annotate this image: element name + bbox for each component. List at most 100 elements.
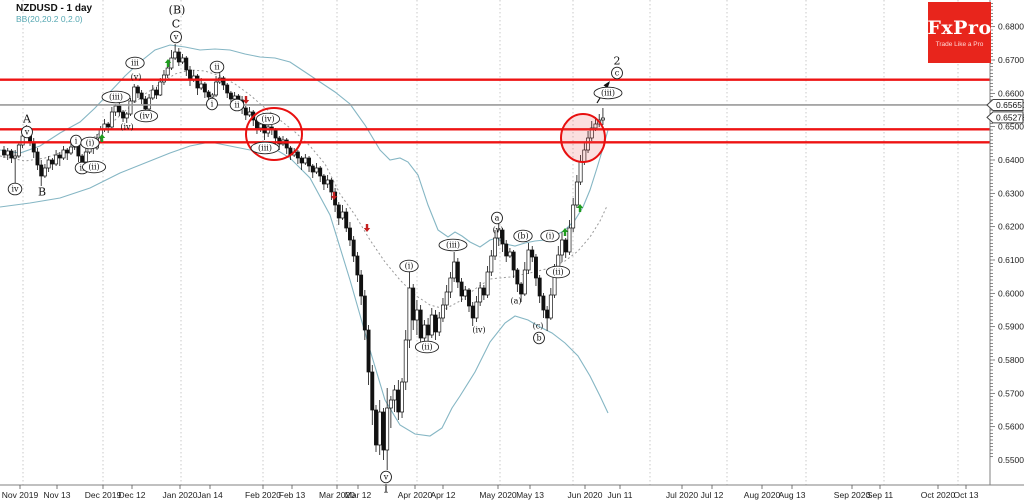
svg-text:c: c bbox=[615, 69, 620, 78]
wave-label: v bbox=[170, 30, 182, 44]
date-tick-label: May 13 bbox=[516, 490, 544, 500]
svg-text:(B): (B) bbox=[169, 4, 186, 17]
fxpro-logo: FxPro Trade Like a Pro bbox=[927, 2, 991, 63]
svg-text:v: v bbox=[383, 473, 389, 482]
wave-label: iii bbox=[125, 56, 145, 70]
wave-label: (iv) bbox=[255, 112, 281, 126]
wave-label: (iv) bbox=[472, 326, 485, 335]
wave-label: ii bbox=[209, 60, 225, 74]
wave-label: i bbox=[70, 134, 82, 148]
svg-text:a: a bbox=[495, 214, 500, 223]
date-tick-label: Oct 13 bbox=[953, 490, 978, 500]
date-tick-label: Mar 12 bbox=[345, 490, 372, 500]
date-tick-label: Sep 11 bbox=[867, 490, 894, 500]
svg-text:1: 1 bbox=[383, 483, 390, 496]
svg-text:i: i bbox=[211, 100, 214, 109]
svg-text:ii: ii bbox=[234, 101, 240, 110]
date-tick-label: Jul 12 bbox=[701, 490, 724, 500]
svg-text:2: 2 bbox=[614, 55, 621, 68]
date-tick-label: Nov 13 bbox=[44, 490, 71, 500]
wave-label: (iii) bbox=[250, 141, 280, 155]
svg-text:(ii): (ii) bbox=[552, 268, 563, 277]
wave-label: A bbox=[22, 113, 32, 126]
svg-text:(b): (b) bbox=[517, 232, 528, 241]
signal-arrows bbox=[98, 59, 610, 236]
buy-arrow-icon bbox=[576, 204, 584, 212]
date-tick-label: Jul 2020 bbox=[666, 490, 698, 500]
candles-layer bbox=[2, 44, 605, 470]
date-tick-label: Oct 2020 bbox=[921, 490, 956, 500]
buy-arrow-icon bbox=[98, 134, 106, 142]
svg-text:(iv): (iv) bbox=[261, 115, 274, 124]
svg-text:A: A bbox=[22, 113, 32, 126]
svg-text:(iv): (iv) bbox=[120, 123, 133, 132]
svg-text:(i): (i) bbox=[546, 232, 555, 241]
buy-arrow-icon bbox=[561, 228, 569, 236]
wave-label: ii bbox=[229, 98, 245, 112]
wave-label: (iii) bbox=[101, 90, 131, 104]
wave-label: (iii) bbox=[593, 86, 623, 100]
red-highlight-ellipse bbox=[245, 107, 303, 161]
date-tick-label: Jan 14 bbox=[197, 490, 223, 500]
wave-label: a bbox=[491, 211, 503, 225]
wave-label: v bbox=[380, 470, 392, 484]
date-tick-label: Jan 2020 bbox=[163, 490, 198, 500]
red-highlight-ellipse bbox=[560, 113, 606, 163]
svg-text:(i): (i) bbox=[405, 262, 414, 271]
svg-text:(iii): (iii) bbox=[446, 241, 460, 250]
svg-text:(ii): (ii) bbox=[421, 343, 432, 352]
wave-label: (c) bbox=[533, 322, 544, 331]
price-tag-box bbox=[986, 111, 1024, 124]
svg-text:(v): (v) bbox=[131, 73, 142, 82]
date-tick-label: Aug 2020 bbox=[744, 490, 781, 500]
sell-arrow-icon bbox=[242, 96, 250, 104]
wave-label: (iii) bbox=[438, 238, 468, 252]
wave-label: (i) bbox=[80, 136, 100, 150]
svg-text:(iv): (iv) bbox=[139, 112, 152, 121]
bb-upper-band bbox=[0, 44, 609, 248]
svg-text:(c): (c) bbox=[533, 322, 544, 331]
wave-label: (b) bbox=[513, 229, 533, 243]
price-tag-label: 0.65278 bbox=[996, 112, 1024, 122]
buy-arrow-icon bbox=[164, 59, 172, 67]
level-lines bbox=[0, 78, 990, 144]
wave-label: v bbox=[21, 125, 33, 139]
svg-text:(iii): (iii) bbox=[258, 144, 272, 153]
date-tick-label: Sep 2020 bbox=[834, 490, 871, 500]
date-tick-label: Jun 11 bbox=[608, 490, 633, 500]
date-tick-label: Apr 12 bbox=[430, 490, 455, 500]
sell-arrow-icon bbox=[363, 224, 371, 232]
wave-label: (i) bbox=[540, 229, 560, 243]
month-gridlines bbox=[22, 0, 959, 485]
wave-label: (v) bbox=[493, 226, 504, 235]
wave-label: 1 bbox=[383, 483, 390, 496]
wave-label: i bbox=[206, 97, 218, 111]
svg-text:iii: iii bbox=[131, 59, 139, 68]
bb-lower-band bbox=[0, 141, 609, 437]
svg-text:C: C bbox=[172, 18, 180, 31]
date-tick-label: Mar 2020 bbox=[319, 490, 355, 500]
svg-text:v: v bbox=[173, 33, 179, 42]
date-tick-label: May 2020 bbox=[479, 490, 517, 500]
projection-arrowhead-icon bbox=[603, 81, 610, 89]
fxpro-tagline: Trade Like a Pro bbox=[935, 41, 984, 48]
svg-text:iv: iv bbox=[11, 185, 19, 194]
wave-label: (iv) bbox=[133, 109, 159, 123]
date-tick-label: Feb 13 bbox=[279, 490, 306, 500]
svg-text:(i): (i) bbox=[86, 139, 95, 148]
